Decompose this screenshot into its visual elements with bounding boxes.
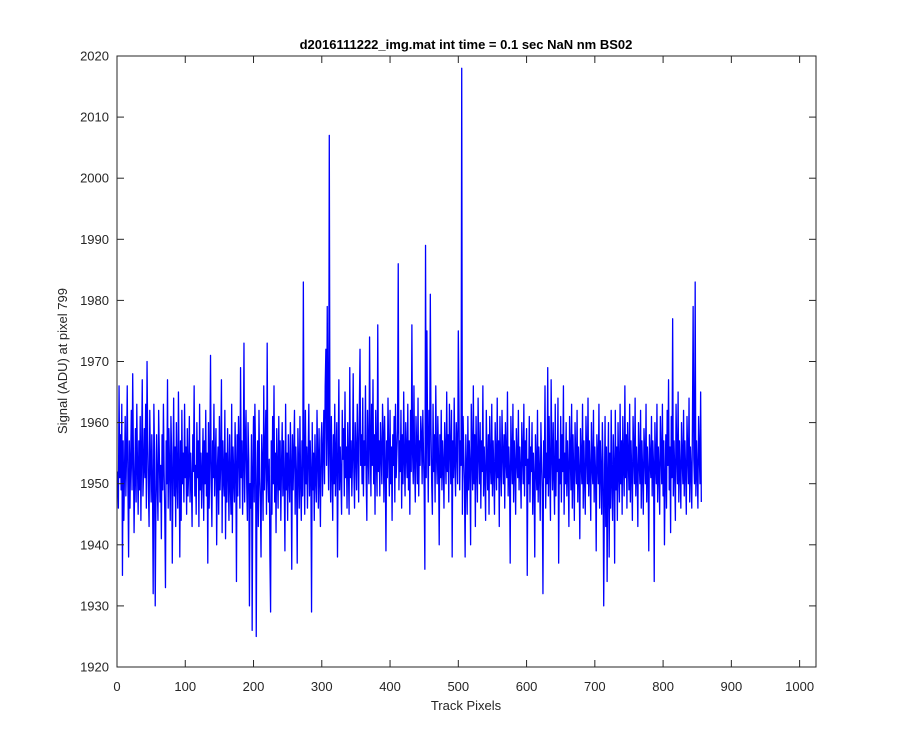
x-tick-label: 900 — [721, 679, 743, 694]
y-tick-label: 2000 — [80, 171, 109, 186]
x-axis-label: Track Pixels — [431, 698, 502, 713]
y-tick-label: 1980 — [80, 293, 109, 308]
y-tick-label: 1920 — [80, 660, 109, 675]
x-tick-label: 1000 — [785, 679, 814, 694]
y-axis-ticks: 1920 1930 1940 1950 1960 1970 1980 1990 2000 2010… — [80, 49, 816, 675]
x-tick-label: 400 — [379, 679, 401, 694]
x-tick-label: 600 — [516, 679, 538, 694]
y-axis-label: Signal (ADU) at pixel 799 — [55, 288, 70, 434]
x-tick-label: 500 — [447, 679, 469, 694]
y-tick-label: 1970 — [80, 354, 109, 369]
y-tick-label: 1990 — [80, 232, 109, 247]
x-tick-label: 800 — [652, 679, 674, 694]
y-tick-label: 2020 — [80, 49, 109, 64]
x-tick-label: 200 — [243, 679, 265, 694]
y-tick-label: 2010 — [80, 110, 109, 125]
y-tick-label: 1940 — [80, 537, 109, 552]
x-tick-label: 300 — [311, 679, 333, 694]
x-tick-label: 0 — [113, 679, 120, 694]
y-tick-label: 1960 — [80, 415, 109, 430]
x-tick-label: 700 — [584, 679, 606, 694]
series-layer — [117, 67, 702, 638]
y-tick-label: 1930 — [80, 598, 109, 613]
y-tick-label: 1950 — [80, 476, 109, 491]
x-tick-label: 100 — [174, 679, 196, 694]
x-axis-ticks: 0 100 200 300 400 500 600 700 800 900 1000 — [113, 56, 814, 694]
plot-area — [117, 56, 816, 667]
chart-title: d2016111222_img.mat int time = 0.1 sec N… — [300, 37, 633, 52]
series-line — [117, 67, 702, 638]
